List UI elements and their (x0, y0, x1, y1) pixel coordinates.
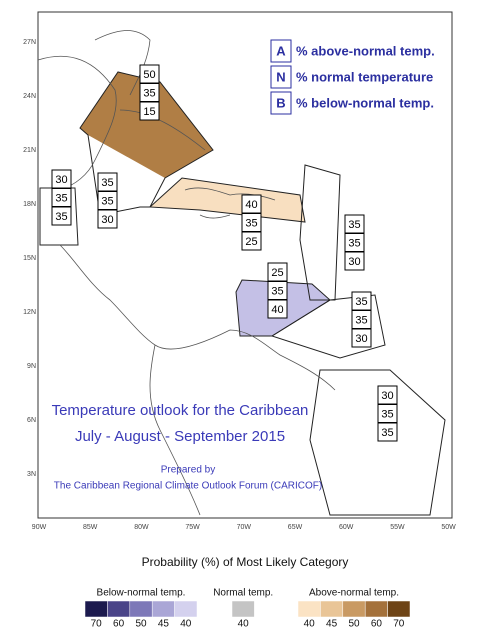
prob-value: 35 (348, 219, 360, 231)
legend-swatch (129, 600, 153, 618)
key-letter: A (276, 43, 286, 58)
prob-box (344, 251, 365, 271)
prob-value: 15 (143, 106, 155, 118)
prob-value: 35 (271, 285, 283, 297)
legend-swatch (231, 600, 255, 618)
lat-label: 24N (23, 93, 36, 100)
lon-label: 55W (390, 524, 405, 531)
prob-value: 40 (271, 304, 283, 316)
lat-label: 9N (27, 363, 36, 370)
map-title: July - August - September 2015 (75, 428, 285, 445)
legend-tick: 70 (91, 619, 103, 630)
legend-swatch (387, 600, 411, 618)
prob-value: 35 (55, 192, 67, 204)
prob-box (97, 209, 118, 229)
map-title: Temperature outlook for the Caribbean (52, 402, 309, 419)
legend-swatch (297, 600, 321, 618)
key-box (270, 39, 292, 63)
legend-tick: 50 (135, 619, 147, 630)
key-box (270, 65, 292, 89)
prob-value: 35 (101, 177, 113, 189)
lon-label: 70W (237, 524, 252, 531)
legend-swatch (342, 600, 366, 618)
lat-label: 21N (23, 147, 36, 154)
prob-box (51, 206, 72, 226)
lon-label: 65W (288, 524, 303, 531)
lat-label: 3N (27, 471, 36, 478)
lat-label: 15N (23, 255, 36, 262)
lat-label: 18N (23, 201, 36, 208)
prob-value: 35 (355, 296, 367, 308)
prob-value: 30 (101, 214, 113, 226)
lon-label: 85W (83, 524, 98, 531)
legend-title: Probability (%) of Most Likely Category (142, 555, 349, 569)
lon-label: 50W (441, 524, 456, 531)
legend-group-label: Below-normal temp. (97, 588, 186, 599)
prob-value: 30 (355, 333, 367, 345)
key-text: % above-normal temp. (296, 43, 435, 58)
key-text: % normal temperature (296, 69, 433, 84)
legend-swatch (174, 600, 198, 618)
legend-group-label: Normal temp. (213, 588, 273, 599)
prob-box (351, 328, 372, 348)
prob-value: 50 (143, 69, 155, 81)
legend-tick: 70 (393, 619, 405, 630)
region-above-50 (80, 72, 213, 178)
prob-value: 35 (245, 217, 257, 229)
legend-group-label: Above-normal temp. (309, 588, 399, 599)
legend-tick: 40 (304, 619, 316, 630)
prob-value: 35 (101, 195, 113, 207)
prob-value: 35 (348, 237, 360, 249)
legend-tick: 45 (326, 619, 338, 630)
prob-value: 25 (271, 267, 283, 279)
prob-value: 35 (381, 408, 393, 420)
lat-label: 27N (23, 39, 36, 46)
legend-tick: 50 (348, 619, 360, 630)
lon-label: 80W (134, 524, 149, 531)
prob-value: 30 (348, 256, 360, 268)
legend-swatch (84, 600, 108, 618)
prepared-by: The Caribbean Regional Climate Outlook F… (54, 481, 322, 492)
legend-tick: 40 (238, 619, 250, 630)
legend-tick: 45 (158, 619, 170, 630)
prob-value: 35 (381, 427, 393, 439)
prob-box (267, 299, 288, 319)
lat-label: 12N (23, 309, 36, 316)
prob-box (377, 422, 398, 442)
prob-value: 25 (245, 236, 257, 248)
legend-tick: 60 (371, 619, 383, 630)
lon-label: 75W (185, 524, 200, 531)
prob-value: 35 (355, 314, 367, 326)
prob-value: 30 (381, 390, 393, 402)
prob-value: 35 (55, 211, 67, 223)
prob-value: 30 (55, 174, 67, 186)
key-letter: B (276, 95, 285, 110)
legend-swatch (107, 600, 131, 618)
key-letter: N (276, 69, 285, 84)
legend-swatch (320, 600, 344, 618)
coastlines (37, 30, 336, 516)
prepared-by: Prepared by (161, 465, 215, 476)
legend-swatch (364, 600, 388, 618)
prob-box (241, 231, 262, 251)
key-text: % below-normal temp. (296, 95, 434, 110)
prob-box (139, 101, 160, 121)
region-borders (39, 71, 446, 516)
legend-swatch (151, 600, 175, 618)
prob-value: 40 (245, 199, 257, 211)
prob-value: 35 (143, 87, 155, 99)
lon-label: 60W (339, 524, 354, 531)
legend-tick: 60 (113, 619, 125, 630)
lat-label: 6N (27, 417, 36, 424)
key-box (270, 91, 292, 115)
legend-tick: 40 (180, 619, 192, 630)
lon-label: 90W (32, 524, 47, 531)
